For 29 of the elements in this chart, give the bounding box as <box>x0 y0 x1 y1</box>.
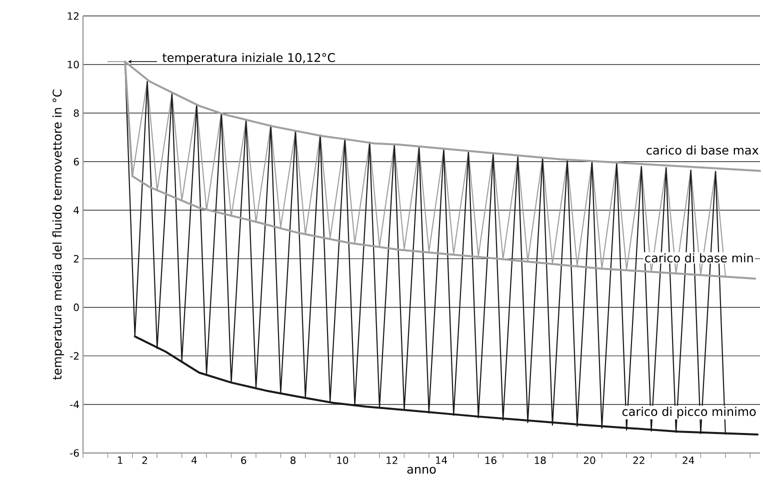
x-tick-label: 4 <box>192 456 197 464</box>
x-tick-label: 24 <box>682 456 694 464</box>
x-tick-label: 2 <box>142 456 147 464</box>
series-label: carico di base min <box>645 253 753 262</box>
x-tick-label: 10 <box>337 456 348 464</box>
x-tick-label: 12 <box>386 456 398 464</box>
y-axis-title: temperatura media del fluido termovettore in °C <box>52 90 64 380</box>
x-tick-label: 8 <box>290 456 296 464</box>
y-tick-label: -2 <box>70 352 78 360</box>
y-tick-label: 0 <box>74 304 79 312</box>
series-label: carico di base max <box>646 145 758 155</box>
x-tick-label: 1 <box>118 456 122 464</box>
x-tick-label: 6 <box>241 456 246 464</box>
y-tick-label: 6 <box>74 158 79 166</box>
y-tick-label: 10 <box>68 60 79 68</box>
x-axis-title: anno <box>407 466 436 474</box>
y-tick-label: 12 <box>68 12 78 20</box>
y-tick-label: 4 <box>74 206 79 214</box>
series-label: carico di picco minimo <box>622 406 756 418</box>
y-tick-label: 2 <box>74 255 78 262</box>
x-tick-label: 20 <box>584 456 596 464</box>
x-tick-label: 16 <box>485 456 496 464</box>
annotation: temperatura iniziale 10,12°C <box>162 52 335 64</box>
x-tick-label: 22 <box>633 456 644 464</box>
x-tick-label: 18 <box>534 456 546 464</box>
x-tick-label: 14 <box>436 456 448 464</box>
y-tick-label: -4 <box>70 400 79 408</box>
y-tick-label: -6 <box>70 449 79 457</box>
y-tick-label: 8 <box>74 109 79 117</box>
